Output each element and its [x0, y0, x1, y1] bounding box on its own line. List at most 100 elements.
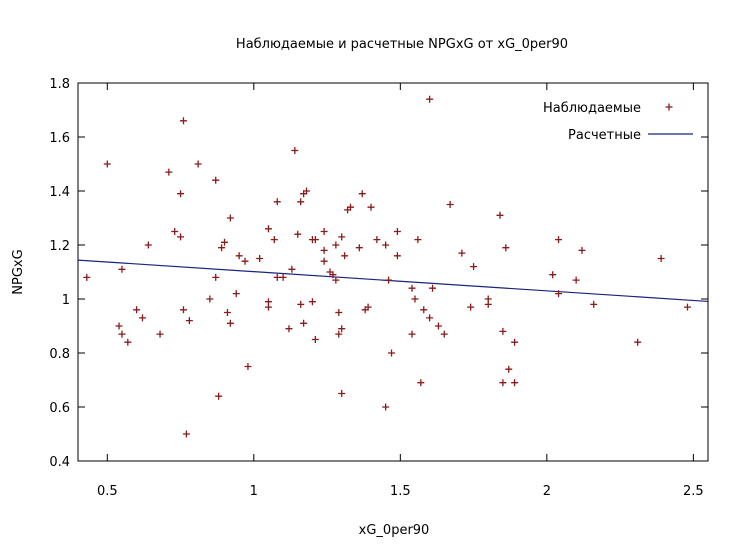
data-point [138, 314, 146, 322]
data-point [182, 430, 190, 438]
data-point [226, 319, 234, 327]
data-point [320, 257, 328, 265]
data-point [297, 198, 305, 206]
y-axis: 0.4 0.6 0.8 1 1.2 1.4 1.6 1.8 [49, 77, 708, 470]
data-point [341, 252, 349, 260]
data-point [308, 298, 316, 306]
data-point [367, 203, 375, 211]
data-point [420, 306, 428, 314]
data-point [165, 168, 173, 176]
data-point [408, 284, 416, 292]
x-tick-label: 2.5 [683, 484, 704, 499]
data-point [264, 298, 272, 306]
data-point [288, 265, 296, 273]
data-point [133, 306, 141, 314]
data-point [338, 390, 346, 397]
plot-frame [77, 82, 709, 462]
data-point [634, 338, 642, 346]
data-point [426, 314, 434, 322]
y-tick-label: 1.4 [49, 185, 70, 200]
data-point [177, 190, 185, 198]
data-point [499, 327, 507, 335]
data-point [393, 252, 401, 260]
data-point [388, 349, 396, 357]
data-point [657, 255, 665, 262]
data-point [177, 233, 185, 241]
data-point [502, 244, 510, 252]
y-tick-label: 1.6 [49, 131, 70, 146]
data-point [215, 392, 223, 400]
data-point [335, 330, 343, 338]
chart-title: Наблюдаемые и расчетные NPGxG от xG_0per… [236, 37, 568, 52]
data-point [212, 273, 220, 281]
data-point [115, 322, 123, 330]
x-axis: 0.5 1 1.5 2 2.5 [97, 83, 704, 499]
data-point [555, 290, 563, 298]
x-tick-label: 2 [543, 484, 551, 499]
data-point [294, 230, 302, 238]
data-point [408, 330, 416, 338]
data-point [429, 284, 437, 292]
data-point [83, 273, 91, 281]
data-point [358, 190, 366, 198]
data-point [467, 303, 475, 311]
data-point [578, 246, 586, 254]
data-point [414, 236, 422, 244]
x-tick-label: 0.5 [97, 484, 118, 499]
data-point [264, 225, 272, 233]
y-tick-label: 0.6 [49, 401, 70, 416]
data-point [179, 306, 187, 314]
data-point [303, 187, 311, 195]
data-point [285, 325, 293, 333]
data-point [185, 317, 193, 325]
data-point [156, 330, 164, 338]
data-point [235, 252, 243, 260]
data-point [458, 249, 466, 257]
data-point [364, 303, 372, 311]
data-point [171, 228, 179, 235]
y-tick-label: 1.2 [49, 239, 70, 254]
data-point [382, 403, 390, 411]
data-point [426, 95, 434, 103]
data-point [496, 211, 504, 219]
data-point [382, 241, 390, 249]
data-point [549, 271, 557, 279]
legend-label-observed: Наблюдаемые [543, 101, 641, 116]
data-point [511, 338, 519, 346]
data-point [221, 238, 229, 246]
data-point [385, 276, 393, 284]
data-point [223, 309, 231, 316]
y-tick-label: 0.8 [49, 347, 70, 362]
data-point [118, 265, 126, 273]
data-point [393, 228, 401, 235]
data-point [311, 336, 319, 343]
data-point [256, 255, 264, 262]
data-point [590, 300, 598, 308]
data-point [329, 271, 337, 279]
data-point [417, 379, 425, 387]
data-point [373, 236, 381, 244]
data-point [311, 236, 319, 244]
data-point [332, 276, 340, 284]
data-point [499, 379, 507, 387]
data-point [338, 233, 346, 241]
data-point [273, 273, 281, 281]
data-point [232, 290, 240, 298]
data-point [683, 303, 691, 311]
data-point [194, 160, 202, 168]
data-point [411, 295, 419, 303]
data-point [434, 322, 442, 330]
data-point [555, 236, 563, 244]
data-point [291, 147, 299, 154]
x-axis-label: xG_0per90 [359, 523, 430, 538]
y-axis-label: NPGxG [11, 249, 26, 294]
data-point [335, 309, 343, 316]
data-point [572, 276, 580, 284]
data-point [226, 214, 234, 222]
data-point [241, 257, 249, 265]
legend: Наблюдаемые Расчетные [543, 101, 693, 143]
data-point [206, 295, 214, 303]
data-point [270, 236, 278, 244]
y-tick-label: 1.8 [49, 77, 70, 92]
